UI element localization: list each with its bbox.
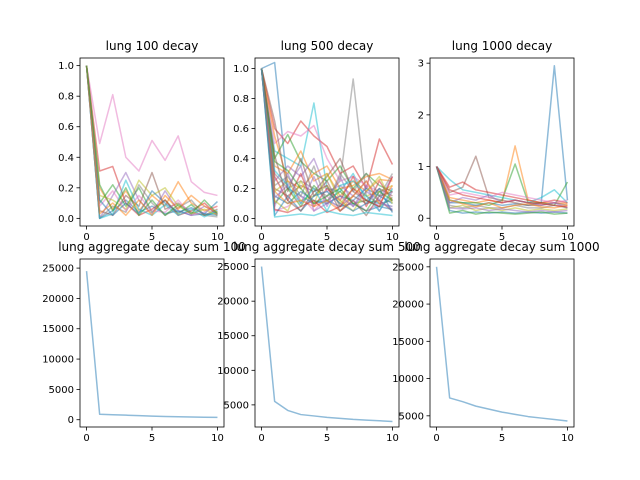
y-tick-label: 20000	[42, 294, 74, 305]
x-tick-label: 10	[211, 433, 224, 444]
y-tick-label: 3	[418, 59, 424, 70]
y-tick-label: 25000	[42, 264, 74, 275]
x-tick-label: 5	[324, 232, 330, 243]
y-tick-label: 5000	[399, 411, 424, 422]
series-line-14	[85, 65, 218, 217]
y-tick-label: 0.6	[233, 124, 249, 135]
series-line-11	[85, 65, 218, 217]
x-tick-label: 0	[433, 232, 439, 243]
y-tick-label: 15000	[42, 324, 74, 335]
x-tick-label: 0	[83, 433, 89, 444]
y-tick-label: 10000	[392, 374, 424, 385]
x-tick-label: 0	[258, 232, 264, 243]
panel-title: lung 100 decay	[106, 39, 199, 53]
panel-1: 0 5 10 0.0 0.2 0.4 0.6 0.8 1.0 lung 100 decay	[58, 39, 225, 243]
y-tick-label: 25000	[392, 262, 424, 273]
series-line-24	[260, 68, 394, 214]
panel-title: lung aggregate decay sum 500	[233, 240, 421, 254]
series-line-15	[435, 166, 568, 213]
series-group	[260, 266, 393, 423]
series-group	[435, 266, 568, 422]
y-tick-label: 0.8	[58, 92, 74, 103]
series-line-6	[435, 166, 568, 204]
series-group	[435, 65, 569, 215]
series-line-1	[260, 266, 393, 423]
y-tick-label: 0	[68, 415, 74, 426]
series-line-1	[85, 271, 218, 419]
series-line-19	[260, 68, 394, 212]
series-line-1	[435, 266, 568, 422]
panel-title: lung 500 decay	[281, 39, 374, 53]
x-tick-label: 10	[386, 232, 399, 243]
y-tick-label: 0.0	[233, 214, 249, 225]
y-tick-label: 1.0	[233, 64, 249, 75]
x-tick-label: 0	[83, 232, 89, 243]
series-line-5	[436, 166, 568, 204]
x-tick-label: 0	[258, 433, 264, 444]
series-line-25	[260, 68, 393, 212]
y-tick-label: 0.2	[233, 184, 249, 195]
panel-2: 0 5 10 0.0 0.2 0.4 0.6 0.8 1.0 lung 500 decay	[233, 39, 400, 243]
y-tick-label: 15000	[217, 331, 249, 342]
series-line-14	[435, 166, 568, 208]
series-line-7	[85, 65, 218, 217]
x-tick-label: 10	[211, 232, 224, 243]
x-tick-label: 0	[433, 433, 439, 444]
series-group	[85, 271, 218, 419]
y-tick-label: 5000	[49, 385, 74, 396]
series-line-13	[85, 65, 218, 217]
panel-title: lung aggregate decay sum 100	[58, 240, 246, 254]
y-tick-label: 2	[418, 110, 424, 121]
x-tick-label: 10	[386, 433, 399, 444]
y-tick-label: 15000	[392, 337, 424, 348]
series-line-10	[435, 166, 568, 212]
y-tick-label: 1.0	[58, 61, 74, 72]
series-group	[260, 61, 394, 218]
series-line-12	[435, 166, 568, 209]
y-tick-label: 0.4	[233, 154, 249, 165]
panel-4: 0 5 10 0 5000 10000 15000 20000 25000 lung aggreg…	[42, 240, 246, 444]
y-tick-label: 1	[418, 162, 424, 173]
y-tick-label: 0	[418, 214, 424, 225]
y-tick-label: 5000	[224, 400, 249, 411]
series-group	[85, 65, 218, 220]
y-tick-label: 0.0	[58, 214, 74, 225]
panel-6: 0 5 10 5000 10000 15000 20000 25000 lung aggrega…	[392, 240, 599, 444]
panel-title: lung aggregate decay sum 1000	[404, 240, 599, 254]
y-tick-label: 0.8	[233, 94, 249, 105]
y-tick-label: 0.6	[58, 122, 74, 133]
x-tick-label: 5	[149, 433, 155, 444]
series-line-23	[260, 68, 393, 212]
y-tick-label: 10000	[217, 366, 249, 377]
series-line-26	[260, 68, 393, 217]
panel-title: lung 1000 decay	[452, 39, 552, 53]
y-tick-label: 25000	[217, 262, 249, 273]
x-tick-label: 5	[499, 232, 505, 243]
y-tick-label: 20000	[392, 300, 424, 311]
series-line-27	[260, 68, 393, 218]
y-tick-label: 20000	[217, 297, 249, 308]
x-tick-label: 10	[561, 433, 574, 444]
x-tick-label: 5	[149, 232, 155, 243]
x-tick-label: 5	[499, 433, 505, 444]
series-line-13	[435, 166, 568, 215]
series-line-22	[260, 68, 394, 212]
y-tick-label: 0.2	[58, 183, 74, 194]
series-line-4	[260, 68, 394, 190]
series-line-1	[85, 65, 218, 197]
x-tick-label: 5	[324, 433, 330, 444]
y-tick-label: 10000	[42, 355, 74, 366]
y-tick-label: 0.4	[58, 153, 74, 164]
panel-3: 0 5 10 0 1 2 3 lung 1000 decay	[418, 39, 575, 243]
x-tick-label: 10	[561, 232, 574, 243]
series-line-21	[260, 68, 394, 217]
